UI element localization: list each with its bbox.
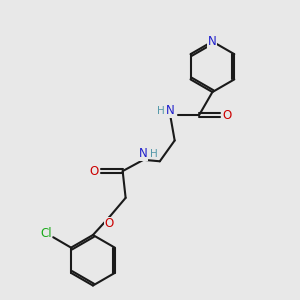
Text: N: N xyxy=(139,147,148,161)
Text: H: H xyxy=(150,149,158,159)
Text: N: N xyxy=(166,104,175,117)
Text: H: H xyxy=(157,106,165,116)
Text: O: O xyxy=(105,217,114,230)
Text: Cl: Cl xyxy=(40,227,52,240)
Text: O: O xyxy=(89,165,98,178)
Text: N: N xyxy=(208,35,217,48)
Text: O: O xyxy=(222,109,232,122)
